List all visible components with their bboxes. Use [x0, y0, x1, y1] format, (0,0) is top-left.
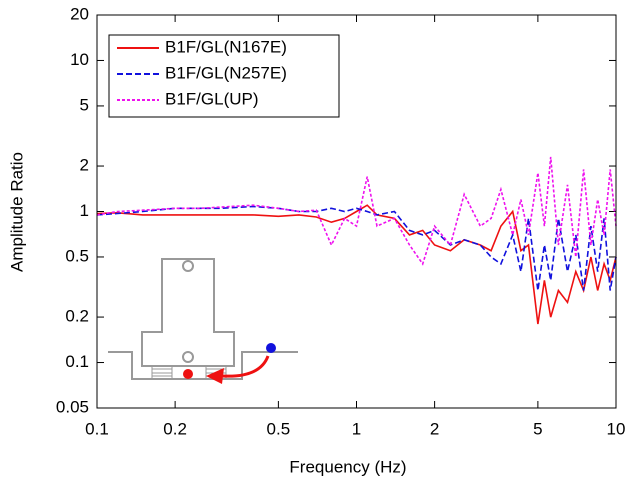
series-line: [96, 204, 617, 325]
x-axis-label: Frequency (Hz): [289, 457, 406, 476]
y-tick-label: 0.05: [56, 397, 89, 416]
y-tick-label: 2: [80, 156, 89, 175]
y-tick-label: 0.5: [65, 246, 89, 265]
red-dot: [183, 369, 193, 379]
building-inset: [108, 258, 298, 384]
y-tick-label: 10: [70, 50, 89, 69]
plot-frame: [96, 14, 617, 409]
arrow-head: [206, 368, 224, 384]
x-tick-label: 5: [533, 419, 542, 438]
sensor-top: [182, 260, 194, 272]
y-axis-label: Amplitude Ratio: [7, 152, 26, 272]
arrow: [221, 355, 270, 378]
series-line: [96, 205, 617, 291]
ground-line: [108, 351, 298, 380]
y-tick-label: 20: [70, 4, 89, 23]
x-tick-label: 0.2: [163, 419, 187, 438]
legend-label: B1F/GL(N167E): [165, 37, 287, 56]
x-tick-label: 0.5: [267, 419, 291, 438]
plot-area: 0.05 0.1 0.2 0.5 1 2 5 10 20 0.1 0.2 0.5 1 2 5 10 B1F/GL…: [56, 4, 626, 438]
y-tick-label: 0.2: [65, 307, 89, 326]
y-tick-label: 0.1: [65, 352, 89, 371]
y-tick-label: 1: [80, 201, 89, 220]
series-line: [96, 156, 617, 266]
blue-dot: [266, 343, 276, 353]
y-tick-label: 5: [80, 95, 89, 114]
legend-label: B1F/GL(N257E): [165, 63, 287, 82]
legend-label: B1F/GL(UP): [165, 89, 259, 108]
x-tick-label: 0.1: [85, 419, 109, 438]
building-outline: [141, 258, 235, 367]
x-tick-label: 1: [352, 419, 361, 438]
sensor-b1f: [182, 351, 194, 363]
x-tick-label: 10: [607, 419, 626, 438]
x-tick-label: 2: [430, 419, 439, 438]
